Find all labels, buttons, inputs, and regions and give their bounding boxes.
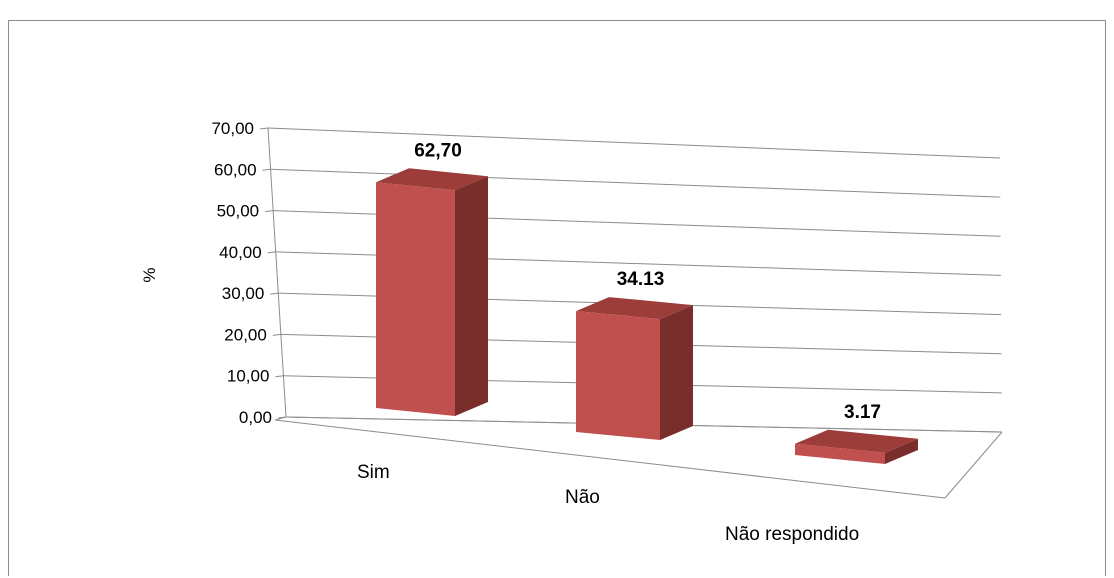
gridline <box>267 127 1001 159</box>
y-tick-mark <box>272 333 281 336</box>
y-tick-label: 60,00 <box>214 160 257 179</box>
caption-strip <box>0 0 1114 6</box>
y-tick-mark <box>270 292 279 295</box>
floor-front-edge <box>274 419 946 499</box>
data-label: 3.17 <box>844 402 881 423</box>
y-tick-label: 70,00 <box>211 119 254 138</box>
y-tick-mark <box>267 251 276 254</box>
y-tick-label: 10,00 <box>227 367 270 386</box>
bars <box>376 168 918 464</box>
y-tick-label: 0,00 <box>239 408 272 427</box>
y-tick-label: 40,00 <box>219 243 262 262</box>
y-axis-ticks: 0,00 10,00 20,00 30,00 40,00 50,00 60,00 70,00 <box>211 119 287 427</box>
category-label: Não <box>565 487 600 508</box>
bar-side <box>885 438 918 464</box>
bar-top <box>376 168 488 191</box>
bar-1 <box>576 297 693 440</box>
gridline <box>270 168 1001 198</box>
y-tick-mark <box>277 416 287 419</box>
y-tick-mark <box>259 127 269 130</box>
chart-frame <box>8 20 1106 576</box>
bar-0 <box>376 168 488 416</box>
category-label: Sim <box>357 462 390 483</box>
y-tick-mark <box>262 168 271 171</box>
bar-front <box>376 182 455 416</box>
category-label: Não respondido <box>725 524 859 545</box>
bar-2 <box>795 429 918 464</box>
y-tick-label: 50,00 <box>217 202 260 221</box>
data-label: 34.13 <box>617 269 665 290</box>
y-tick-mark <box>265 210 274 213</box>
labels: 62,70 Sim 34.13 Não 3.17 Não respondido <box>357 140 881 545</box>
bar-front <box>576 311 660 440</box>
data-label: 62,70 <box>414 140 462 161</box>
floor-right-edge <box>944 431 1003 499</box>
y-axis-title: % <box>140 267 159 282</box>
bar-top <box>795 429 918 453</box>
bar-front <box>795 443 885 464</box>
bar-top <box>576 297 693 320</box>
y-tick-label: 20,00 <box>224 325 267 344</box>
bar-side <box>660 305 693 440</box>
bar-side <box>455 176 488 416</box>
y-tick-label: 30,00 <box>222 284 265 303</box>
y-tick-mark <box>275 375 284 378</box>
